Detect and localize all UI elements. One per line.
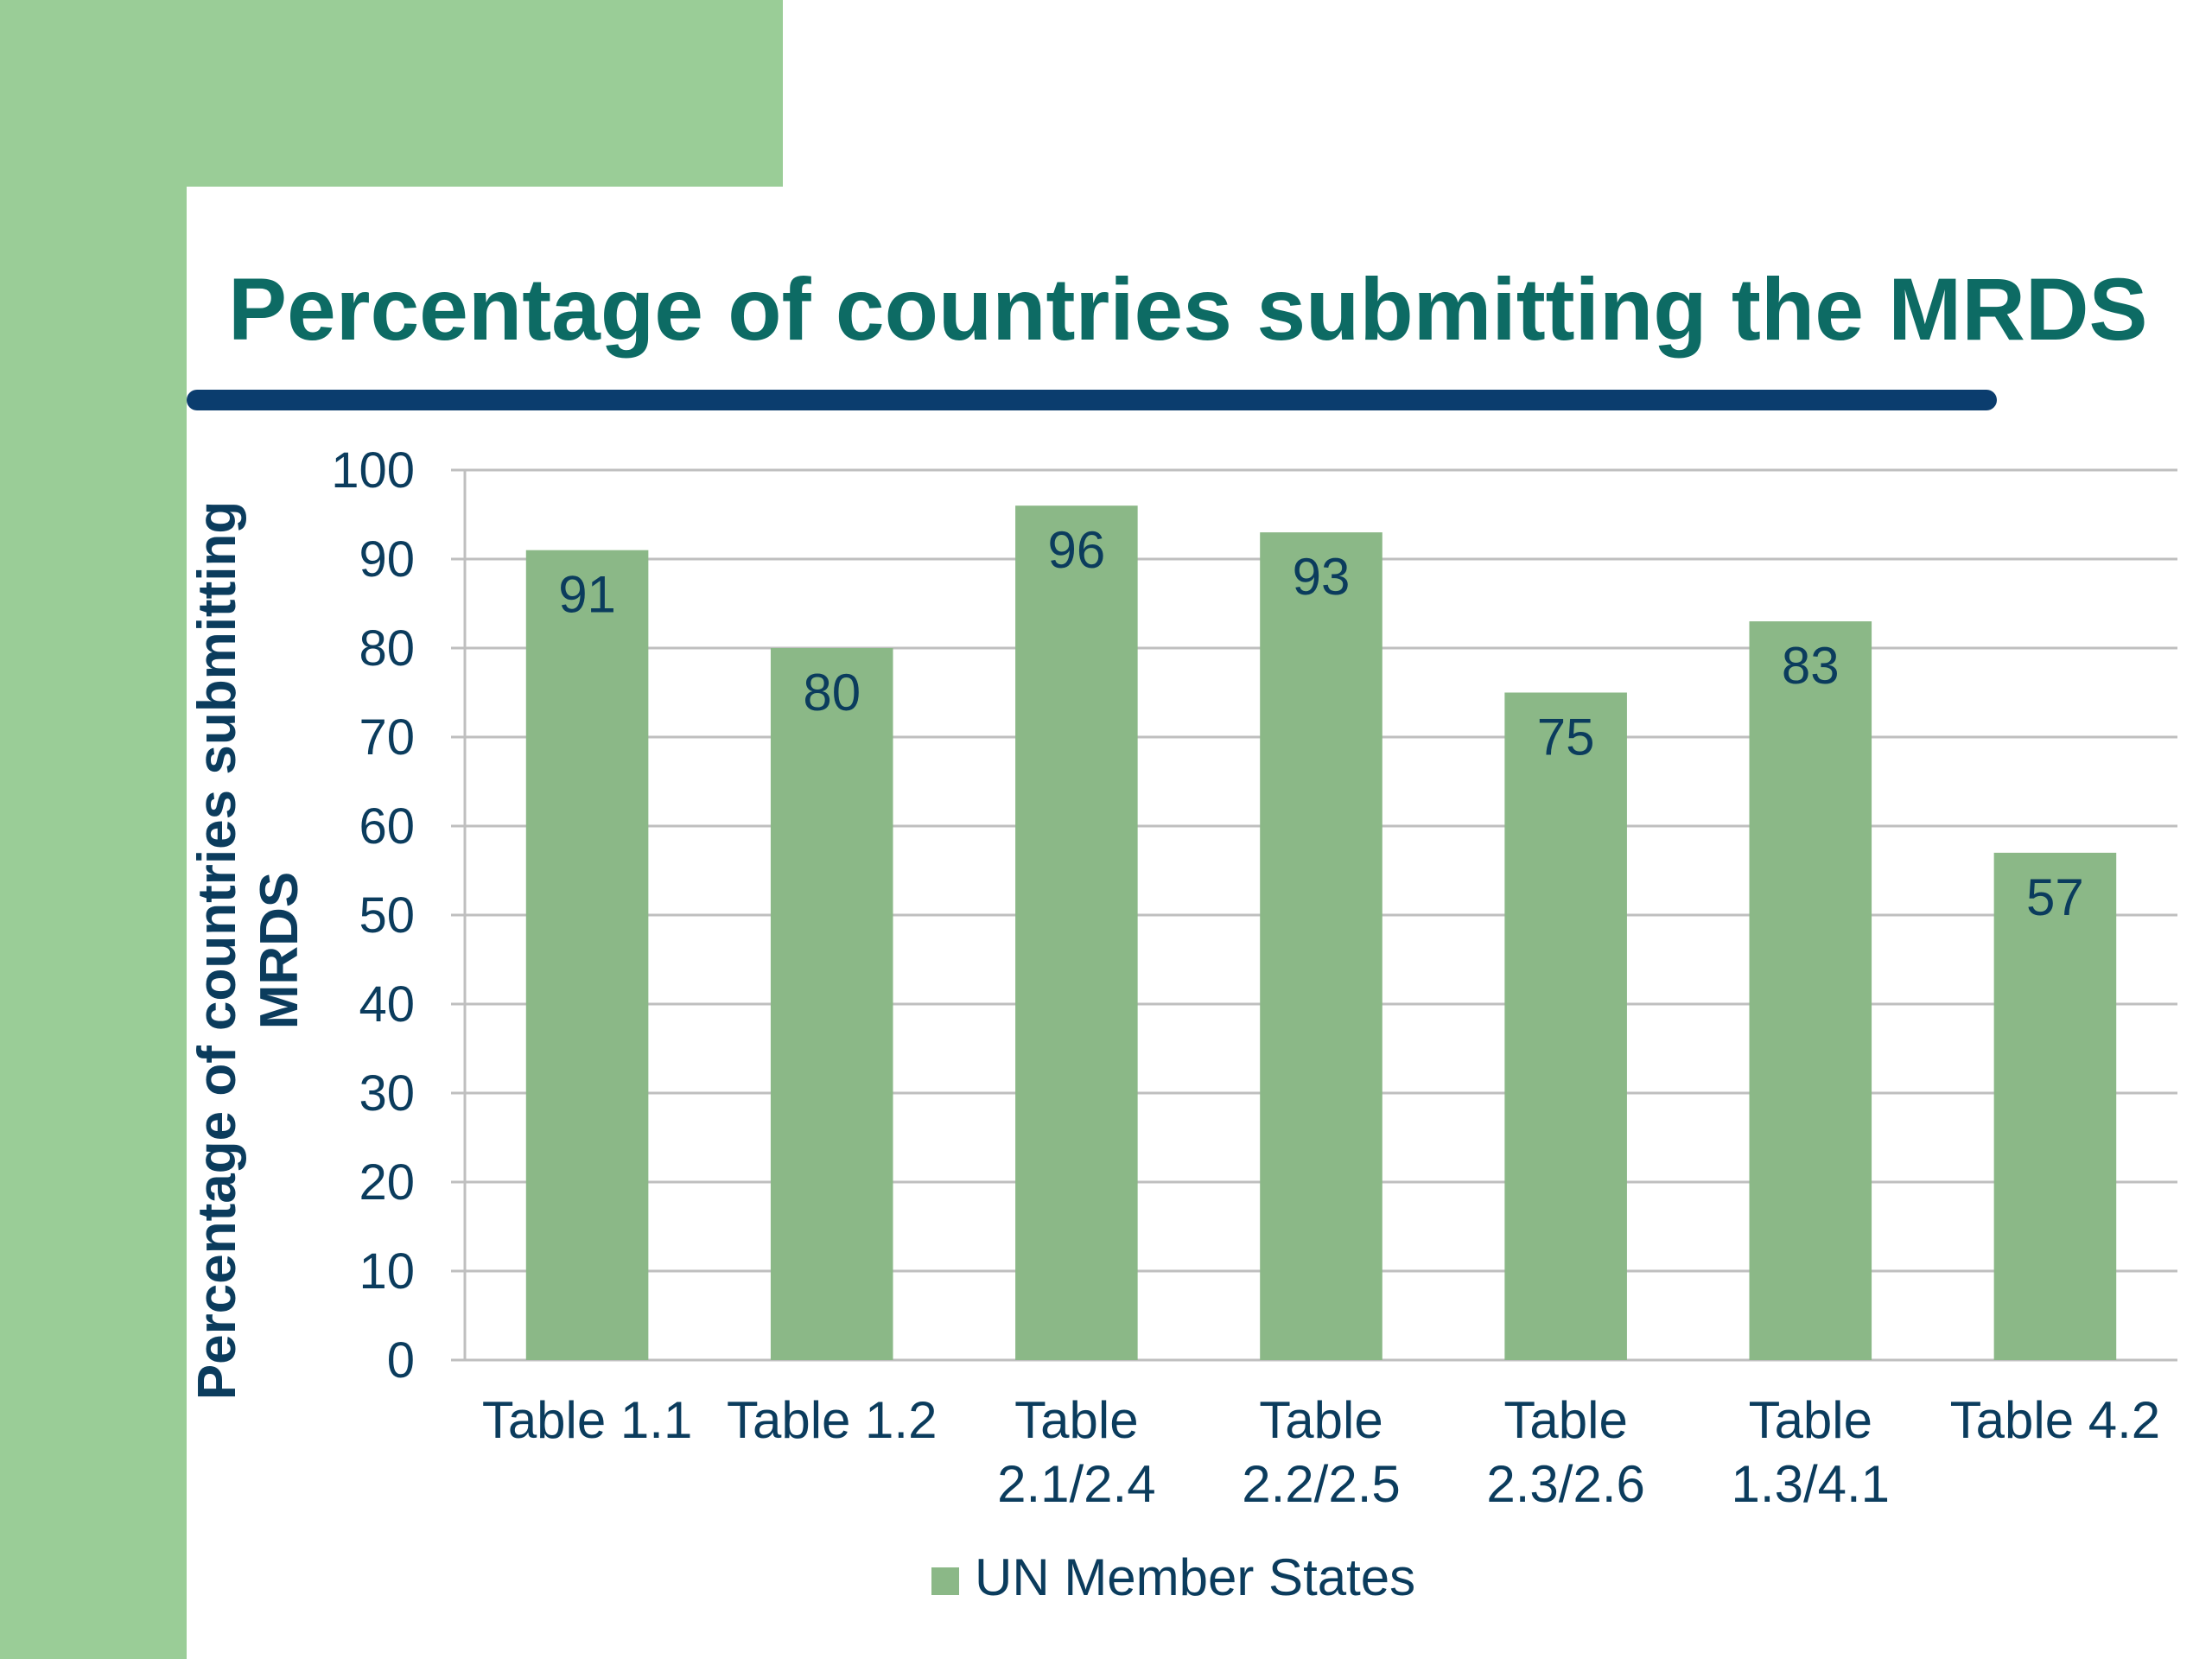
legend-swatch — [931, 1567, 959, 1595]
bar — [1260, 532, 1382, 1360]
legend: UN Member States — [931, 1548, 1415, 1606]
y-tick-label: 30 — [359, 1065, 415, 1122]
y-tick-label: 90 — [359, 531, 415, 588]
data-label: 93 — [1293, 548, 1351, 606]
data-label: 75 — [1537, 709, 1595, 766]
y-tick-label: 80 — [359, 620, 415, 677]
x-tick-label: Table 2.2/2.5 — [1242, 1391, 1401, 1513]
y-tick-label: 40 — [359, 976, 415, 1033]
bar — [1749, 621, 1872, 1360]
bars — [525, 505, 2117, 1360]
data-label: 91 — [558, 566, 616, 624]
bar — [525, 550, 649, 1360]
y-tick-label: 10 — [359, 1243, 415, 1300]
y-tick-label: 20 — [359, 1154, 415, 1211]
y-tick-label: 100 — [331, 442, 415, 499]
legend-label: UN Member States — [975, 1548, 1415, 1606]
y-tick-label: 0 — [387, 1332, 415, 1389]
bar — [1504, 692, 1627, 1360]
content-panel — [187, 187, 2212, 1659]
x-tick-label: Table 2.1/2.4 — [997, 1391, 1156, 1513]
y-axis-title: Percentage of countries submittingMRDS — [188, 501, 309, 1400]
x-tick-label: Table 1.2 — [727, 1391, 938, 1449]
y-tick-label: 50 — [359, 887, 415, 944]
x-tick-label: Table 1.3/4.1 — [1732, 1391, 1891, 1513]
labels: 0 10 20 30 40 50 60 70 80 90 100 91 Table 1.1 80 Table… — [331, 442, 2160, 1513]
x-tick-label: Table 4.2 — [1950, 1391, 2161, 1449]
data-label: 96 — [1047, 521, 1105, 579]
y-tick-label: 60 — [359, 798, 415, 855]
bar — [1015, 505, 1138, 1360]
data-label: 57 — [2026, 868, 2084, 926]
y-axis-title-text: Percentage of countries submittingMRDS — [188, 501, 309, 1400]
y-tick-label: 70 — [359, 709, 415, 766]
bar — [1993, 852, 2117, 1360]
bar — [770, 648, 893, 1360]
slide-title: Percentage of countries submitting the M… — [228, 260, 2148, 359]
x-tick-label: Table 2.3/2.6 — [1486, 1391, 1645, 1513]
title-divider — [187, 390, 1997, 410]
x-tick-label: Table 1.1 — [482, 1391, 693, 1449]
data-label: 83 — [1782, 637, 1840, 695]
data-label: 80 — [803, 664, 861, 721]
background-band-left — [0, 0, 187, 1659]
